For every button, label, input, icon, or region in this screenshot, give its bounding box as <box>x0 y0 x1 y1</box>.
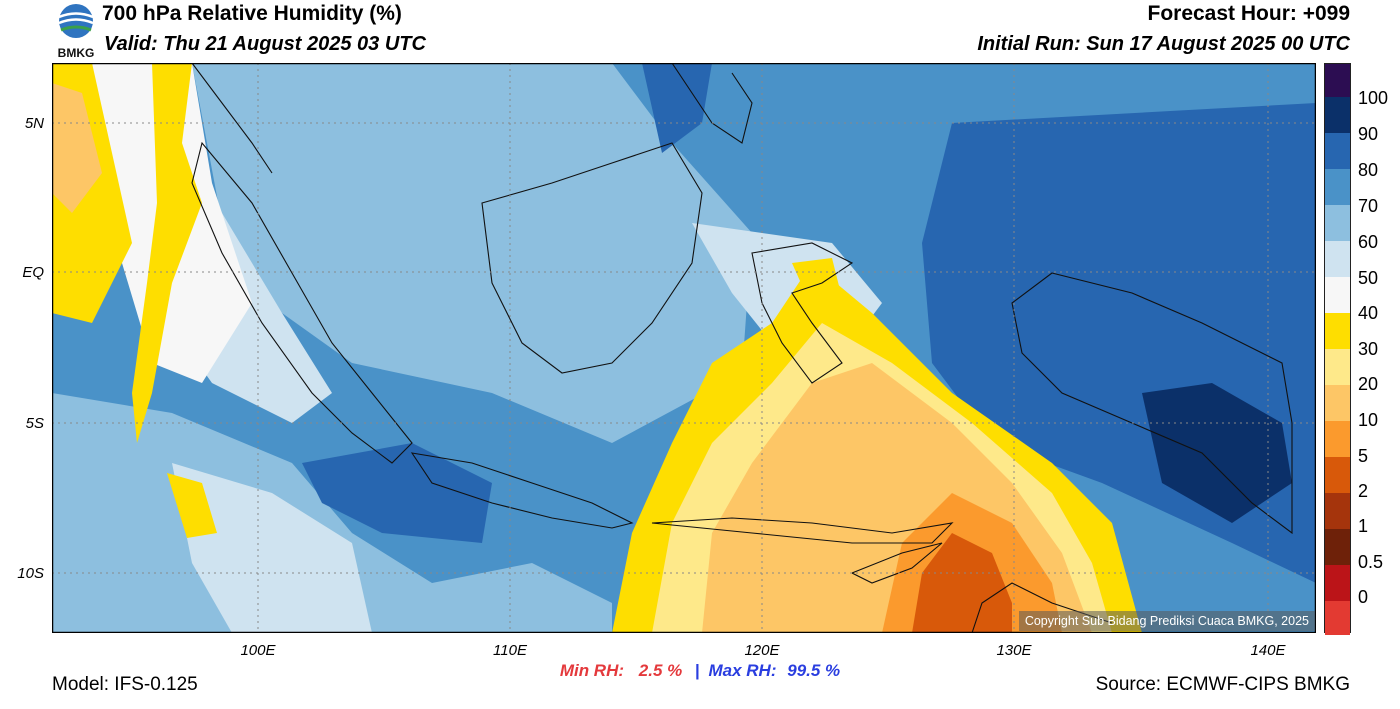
coastline-java <box>410 452 634 529</box>
max-rh-value: 99.5 % <box>787 661 841 680</box>
coastline-borneo <box>481 142 703 374</box>
colorbar <box>1324 63 1351 635</box>
humid-60-region <box>192 63 752 443</box>
colorbar-swatch-1 <box>1325 493 1350 529</box>
colorbar-label-10: 10 <box>1358 410 1379 430</box>
initial-run: Initial Run: Sun 17 August 2025 00 UTC <box>977 33 1350 55</box>
colorbar-swatch-50 <box>1325 241 1350 277</box>
lon-label-110e: 110E <box>493 642 527 659</box>
colorbar-label-0-5: 0.5 <box>1358 552 1384 572</box>
coastline-sulawesi <box>751 242 854 384</box>
colorbar-swatch-2 <box>1325 457 1350 493</box>
colorbar-swatch-70 <box>1325 169 1350 205</box>
forecast-hour: Forecast Hour: +099 <box>1147 2 1351 25</box>
copyright-notice: Copyright Sub Bidang Prediksi Cuaca BMKG… <box>1018 611 1315 631</box>
colorbar-label-70: 70 <box>1358 196 1379 216</box>
rh-stats: Min RH: 2.5 % | Max RH: 99.5 % <box>0 661 1400 681</box>
humidity-map <box>52 63 1316 633</box>
dry-2-region <box>912 533 1012 633</box>
colorbar-label-90: 90 <box>1358 124 1379 144</box>
colorbar-label-1: 1 <box>1358 516 1369 536</box>
colorbar-swatch-10 <box>1325 385 1350 421</box>
model-info: Model: IFS-0.125 <box>52 674 198 695</box>
colorbar-label-5: 5 <box>1358 446 1369 466</box>
colorbar-swatch-80 <box>1325 133 1350 169</box>
lon-label-120e: 120E <box>744 642 780 659</box>
colorbar-label-80: 80 <box>1358 160 1379 180</box>
source-info: Source: ECMWF-CIPS BMKG <box>1095 674 1350 695</box>
coastlines <box>191 63 1293 633</box>
dry-patch-sulawesi <box>792 258 842 308</box>
colorbar-label-0: 0 <box>1358 587 1369 607</box>
colorbar-swatch-0-5 <box>1325 529 1350 565</box>
lon-label-100e: 100E <box>240 642 276 659</box>
graticule <box>52 63 1316 633</box>
coastline-lesser-sunda <box>651 517 954 544</box>
colorbar-label-2: 2 <box>1358 481 1369 501</box>
map-frame <box>52 63 1316 633</box>
colorbar-swatch-100 <box>1325 64 1350 97</box>
min-rh-value: 2.5 % <box>638 661 683 680</box>
coastline-timor <box>850 542 943 584</box>
colorbar-label-30: 30 <box>1358 339 1379 359</box>
lon-label-140e: 140E <box>1250 642 1286 659</box>
lat-label-5n: 5N <box>24 115 44 132</box>
lat-label-eq: EQ <box>22 264 44 281</box>
lat-label-10s: 10S <box>17 565 44 582</box>
dry-strip-sumatra <box>132 63 202 443</box>
colorbar-label-60: 60 <box>1358 232 1379 252</box>
coastline-philippines <box>671 63 753 144</box>
colorbar-swatch-90 <box>1325 97 1350 133</box>
coastline-malay <box>191 63 273 174</box>
colorbar-label-100: 100 <box>1358 88 1389 108</box>
coastline-papua <box>1011 272 1293 535</box>
colorbar-swatch-min <box>1325 601 1350 635</box>
logo-text: BMKG <box>58 46 95 60</box>
coastline-sumatra <box>191 141 413 464</box>
min-rh-label: Min RH: <box>559 661 625 680</box>
colorbar-swatch-30 <box>1325 313 1350 349</box>
dry-patch-sw <box>167 473 217 538</box>
humid-80-west <box>302 443 492 543</box>
valid-time: Valid: Thu 21 August 2025 03 UTC <box>104 33 426 55</box>
colorbar-swatch-60 <box>1325 205 1350 241</box>
dry-orange-west <box>52 83 102 213</box>
colorbar-swatch-0 <box>1325 565 1350 601</box>
colorbar-swatch-20 <box>1325 349 1350 385</box>
humid-90-north <box>642 63 712 153</box>
colorbar-label-50: 50 <box>1358 268 1379 288</box>
lat-label-5s: 5S <box>25 415 44 432</box>
colorbar-swatch-5 <box>1325 421 1350 457</box>
humid-50-region-2 <box>172 463 372 633</box>
stats-separator: | <box>694 661 700 680</box>
coastline-australia <box>971 582 1113 633</box>
colorbar-label-40: 40 <box>1358 303 1379 323</box>
max-rh-label: Max RH: <box>708 661 777 680</box>
humid-90-east <box>1142 383 1292 523</box>
bmkg-logo-icon: BMKG <box>58 4 95 60</box>
colorbar-swatch-40 <box>1325 277 1350 313</box>
colorbar-label-20: 20 <box>1358 374 1379 394</box>
lon-label-130e: 130E <box>996 642 1032 659</box>
chart-title: 700 hPa Relative Humidity (%) <box>102 2 402 25</box>
